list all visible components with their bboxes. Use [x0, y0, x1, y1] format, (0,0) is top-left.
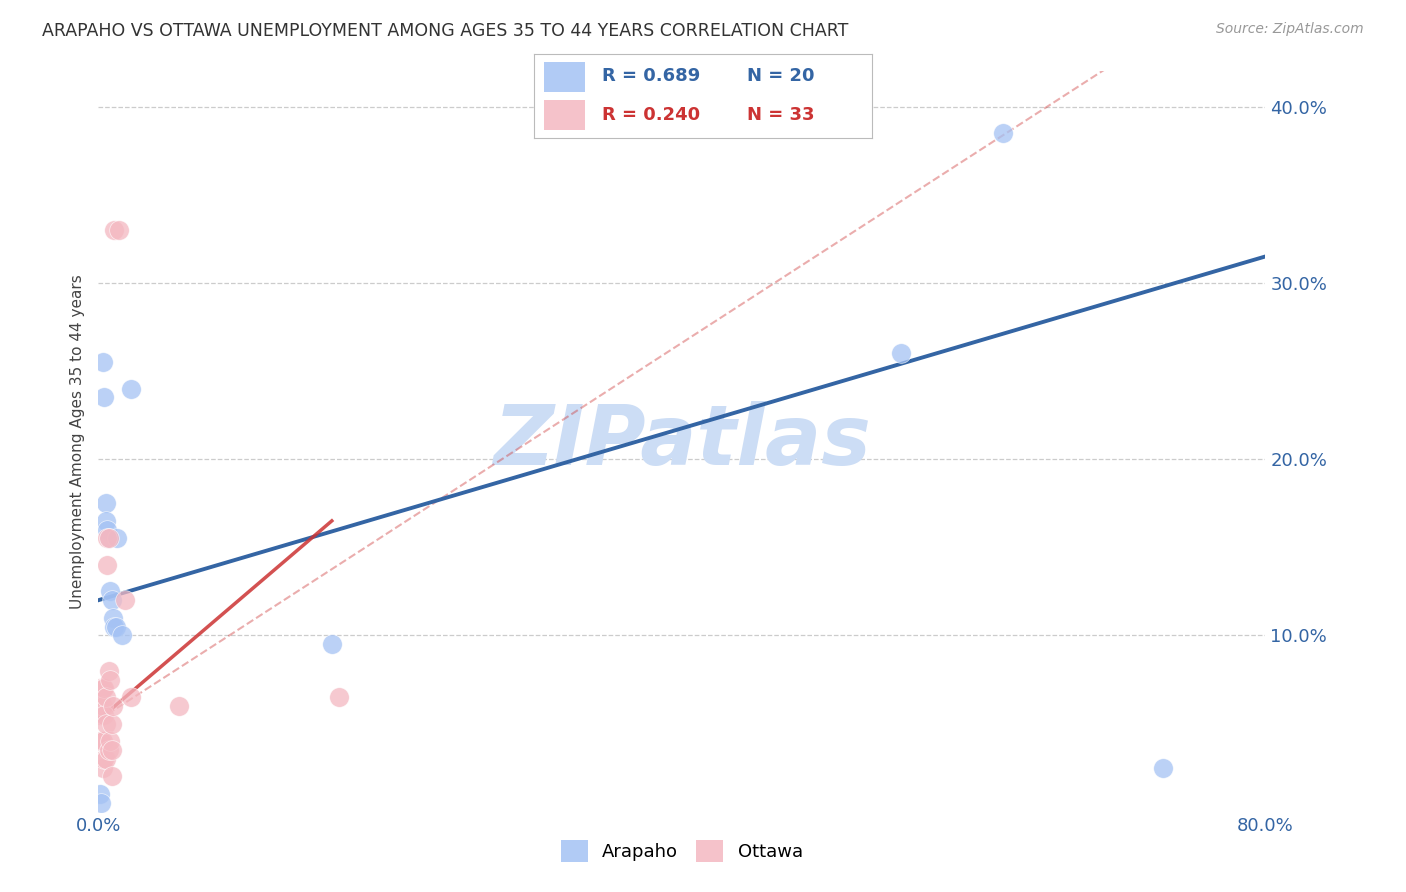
Point [91, 355, 114, 369]
Point [91, 761, 114, 775]
Point [91, 681, 114, 696]
Point [93, 681, 115, 696]
Point [100, 743, 122, 757]
Point [105, 532, 128, 546]
Point [321, 637, 343, 651]
Point [97, 532, 120, 546]
Point [167, 698, 190, 713]
Bar [544, 100, 585, 130]
Point [101, 611, 124, 625]
Point [991, 126, 1014, 140]
Point [97, 532, 120, 546]
Point [120, 690, 142, 705]
Point [108, 223, 131, 237]
Point [94, 496, 117, 510]
Point [93, 707, 115, 722]
Point [111, 628, 134, 642]
Point [98, 584, 121, 599]
Point [89, 707, 111, 722]
Point [93, 752, 115, 766]
Point [90, 796, 112, 810]
Text: R = 0.689: R = 0.689 [602, 68, 700, 86]
Point [890, 346, 912, 360]
Point [90, 734, 112, 748]
Text: N = 20: N = 20 [747, 68, 814, 86]
Point [96, 532, 118, 546]
Point [89, 734, 111, 748]
Point [98, 673, 121, 687]
Point [93, 391, 115, 405]
Point [98, 734, 121, 748]
Point [103, 619, 125, 633]
Text: ARAPAHO VS OTTAWA UNEMPLOYMENT AMONG AGES 35 TO 44 YEARS CORRELATION CHART: ARAPAHO VS OTTAWA UNEMPLOYMENT AMONG AGE… [42, 22, 849, 40]
Point [97, 743, 120, 757]
Point [90, 707, 112, 722]
Point [100, 593, 122, 607]
Point [91, 698, 114, 713]
Point [96, 558, 118, 572]
Point [101, 698, 124, 713]
Point [90, 690, 112, 705]
Point [96, 523, 118, 537]
Text: Source: ZipAtlas.com: Source: ZipAtlas.com [1216, 22, 1364, 37]
Point [120, 382, 142, 396]
Text: N = 33: N = 33 [747, 105, 814, 123]
Point [91, 734, 114, 748]
Legend: Arapaho, Ottawa: Arapaho, Ottawa [554, 833, 810, 870]
Point [100, 769, 122, 783]
Bar [544, 62, 585, 92]
Text: ZIPatlas: ZIPatlas [494, 401, 870, 482]
Point [94, 690, 117, 705]
Y-axis label: Unemployment Among Ages 35 to 44 years: Unemployment Among Ages 35 to 44 years [69, 274, 84, 609]
Text: R = 0.240: R = 0.240 [602, 105, 700, 123]
Point [100, 716, 122, 731]
Point [328, 690, 350, 705]
Point [103, 223, 125, 237]
Point [94, 514, 117, 528]
Point [94, 716, 117, 731]
Point [89, 681, 111, 696]
Point [97, 664, 120, 678]
Point [1152, 761, 1174, 775]
Point [114, 593, 136, 607]
Point [89, 787, 111, 801]
Point [94, 752, 117, 766]
Point [104, 619, 127, 633]
